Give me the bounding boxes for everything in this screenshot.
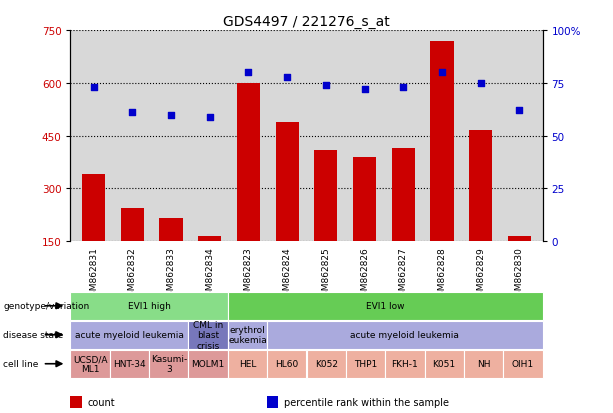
Point — [128, 110, 137, 116]
Text: EVI1 high: EVI1 high — [128, 301, 170, 311]
Bar — [469, 131, 492, 294]
Text: cell line: cell line — [3, 359, 39, 368]
Point — [243, 70, 253, 76]
Point — [514, 108, 524, 114]
Text: genotype/variation: genotype/variation — [3, 301, 89, 311]
Point — [398, 85, 408, 91]
Bar — [508, 236, 531, 294]
Text: acute myeloid leukemia: acute myeloid leukemia — [75, 330, 184, 339]
Text: HNT-34: HNT-34 — [113, 359, 146, 368]
Bar — [159, 219, 183, 294]
Bar — [353, 157, 376, 294]
Point — [282, 74, 292, 81]
Text: K052: K052 — [314, 359, 338, 368]
Point — [476, 80, 485, 87]
Bar — [276, 122, 299, 294]
Bar — [237, 83, 260, 294]
Point — [321, 83, 331, 89]
Bar — [82, 175, 105, 294]
Bar — [392, 149, 415, 294]
Text: Kasumi-
3: Kasumi- 3 — [151, 354, 187, 373]
Text: NH: NH — [477, 359, 490, 368]
Text: CML in
blast
crisis: CML in blast crisis — [193, 320, 223, 350]
Text: percentile rank within the sample: percentile rank within the sample — [284, 397, 449, 407]
Point — [437, 70, 447, 76]
Text: OIH1: OIH1 — [512, 359, 534, 368]
Bar — [430, 41, 454, 294]
Bar — [314, 150, 337, 294]
Bar — [198, 236, 221, 294]
Point — [89, 85, 99, 91]
Text: erythrol
eukemia: erythrol eukemia — [228, 325, 267, 344]
Text: acute myeloid leukemia: acute myeloid leukemia — [351, 330, 459, 339]
Text: EVI1 low: EVI1 low — [366, 301, 405, 311]
Point — [205, 114, 215, 121]
Bar — [121, 208, 144, 294]
Text: HEL: HEL — [239, 359, 256, 368]
Point — [166, 112, 176, 119]
Text: UCSD/A
ML1: UCSD/A ML1 — [73, 354, 107, 373]
Point — [360, 87, 370, 93]
Text: FKH-1: FKH-1 — [392, 359, 418, 368]
Text: K051: K051 — [433, 359, 455, 368]
Text: disease state: disease state — [3, 330, 63, 339]
Title: GDS4497 / 221276_s_at: GDS4497 / 221276_s_at — [223, 14, 390, 28]
Text: MOLM1: MOLM1 — [191, 359, 225, 368]
Text: HL60: HL60 — [275, 359, 299, 368]
Text: count: count — [88, 397, 115, 407]
Text: THP1: THP1 — [354, 359, 377, 368]
